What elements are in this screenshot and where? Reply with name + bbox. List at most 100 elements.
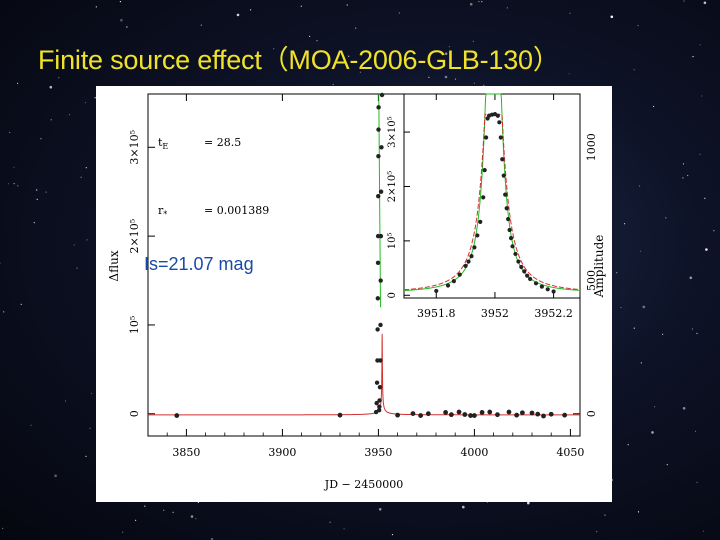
star <box>627 444 629 446</box>
inset-point <box>506 217 511 222</box>
star <box>683 0 685 2</box>
star <box>3 311 5 313</box>
peak-point <box>378 322 383 328</box>
param-rstar: r* = 0.001389 <box>158 204 269 219</box>
baseline-point <box>448 412 454 418</box>
star <box>640 362 642 364</box>
x-tick-label: 3850 <box>172 446 200 459</box>
inset-point <box>498 135 503 140</box>
baseline-point <box>425 411 431 417</box>
baseline-point <box>541 413 546 419</box>
star <box>85 167 87 169</box>
inset-point <box>519 264 524 270</box>
peak-point <box>379 145 384 150</box>
star <box>122 531 124 533</box>
peak-point <box>375 260 381 265</box>
param-te-label: t <box>158 136 163 149</box>
inset-y-tick-label: 3×10⁵ <box>387 116 398 147</box>
inset-point <box>525 273 530 278</box>
star <box>73 244 75 246</box>
star <box>472 40 474 43</box>
inset-point <box>478 219 483 224</box>
inset-point <box>507 227 512 233</box>
star <box>17 185 19 187</box>
inset-x-tick-label: 3952.2 <box>534 307 573 320</box>
inset-point <box>466 259 471 264</box>
inset-point <box>513 251 518 257</box>
x-axis-label: JD − 2450000 <box>324 478 403 491</box>
star <box>469 2 473 6</box>
star <box>654 406 656 408</box>
baseline-point <box>462 412 468 417</box>
star <box>478 1 480 3</box>
star <box>691 328 694 330</box>
right-tick-label: 500 <box>585 270 598 291</box>
star <box>633 69 635 71</box>
inset-point <box>510 244 515 249</box>
star <box>454 78 457 80</box>
star <box>200 24 202 26</box>
inset-point <box>445 283 451 288</box>
star <box>343 528 345 530</box>
peak-point <box>376 153 381 159</box>
x-tick-label: 4050 <box>556 446 584 459</box>
star <box>359 71 361 73</box>
inset-data-points <box>434 112 556 294</box>
peak-point <box>378 358 383 363</box>
star <box>36 189 38 191</box>
star <box>444 52 448 55</box>
star <box>696 332 698 335</box>
star <box>36 198 38 200</box>
star <box>300 5 302 7</box>
inset-point <box>434 288 439 294</box>
star <box>91 392 93 394</box>
baseline-point <box>529 410 535 416</box>
star <box>9 131 11 134</box>
baseline-point <box>395 412 400 418</box>
star <box>309 35 311 37</box>
baseline-point <box>506 409 512 415</box>
source-magnitude-label: Is=21.07 mag <box>144 254 254 274</box>
inset-axes: 3951.8 3952 3952.2 0 10⁵ 2×10⁵ 3×10⁵ <box>387 94 573 320</box>
y-tick-label: 10⁵ <box>128 316 141 334</box>
inset-point <box>551 289 556 294</box>
inset-point <box>516 259 521 264</box>
peak-point <box>378 278 383 283</box>
star <box>662 333 664 335</box>
star <box>702 530 705 532</box>
star <box>604 514 606 516</box>
baseline-point <box>514 412 520 418</box>
peak-point <box>379 92 385 98</box>
star <box>568 73 570 75</box>
star <box>687 174 689 177</box>
star <box>195 518 197 520</box>
y-tick-label: 2×10⁵ <box>128 219 141 254</box>
star <box>696 481 698 484</box>
star <box>682 177 684 179</box>
main-data-points <box>174 92 568 419</box>
inset-point <box>497 120 502 125</box>
star <box>694 430 697 432</box>
star <box>54 58 56 60</box>
inset-x-tick-label: 3951.8 <box>417 307 456 320</box>
star <box>190 515 194 518</box>
star <box>642 305 646 309</box>
baseline-point <box>495 412 500 418</box>
peak-point <box>374 400 379 406</box>
peak-point <box>378 189 384 194</box>
star <box>49 85 53 89</box>
peak-point <box>376 127 381 132</box>
star <box>80 176 82 178</box>
peak-point <box>375 327 380 332</box>
star <box>527 501 530 505</box>
star <box>94 97 96 99</box>
star <box>144 505 146 507</box>
star <box>704 197 706 199</box>
star <box>705 248 708 251</box>
star <box>86 239 88 241</box>
star <box>651 431 654 434</box>
peak-point <box>378 233 384 239</box>
star <box>506 7 508 9</box>
inset-point <box>451 279 456 284</box>
peak-point <box>374 380 380 385</box>
